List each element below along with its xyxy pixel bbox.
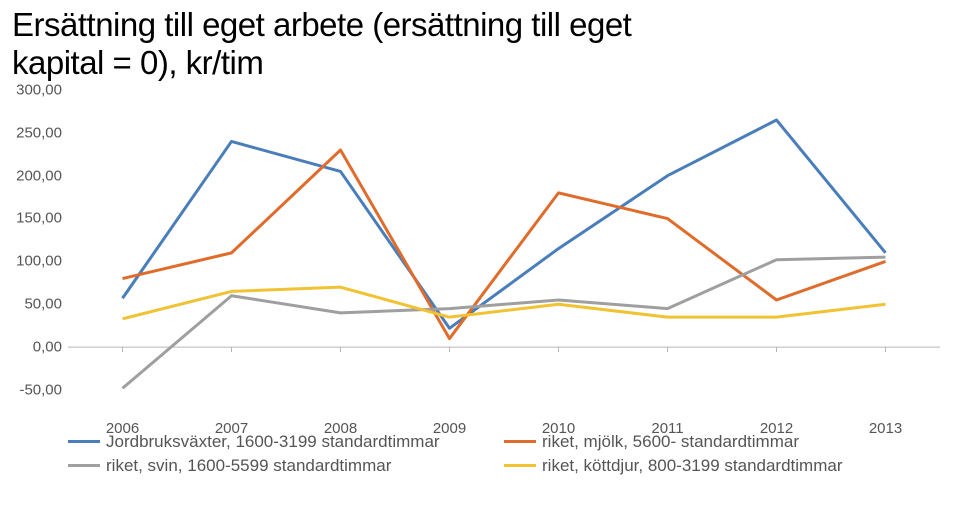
y-tick-label: 0,00 [33,339,62,356]
y-tick-label: 50,00 [24,296,62,313]
y-tick-label: 300,00 [16,81,62,98]
legend-label: Jordbruksväxter, 1600-3199 standardtimma… [106,432,440,452]
y-tick-label: 100,00 [16,253,62,270]
plot-area [68,90,940,390]
legend-swatch [504,464,536,467]
page-title: Ersättning till eget arbete (ersättning … [12,6,948,82]
y-tick-label: 250,00 [16,124,62,141]
legend-item: riket, mjölk, 5600- standardtimmar [504,432,940,452]
legend-item: Jordbruksväxter, 1600-3199 standardtimma… [68,432,504,452]
legend-swatch [68,440,100,443]
legend-swatch [504,440,536,443]
legend-label: riket, svin, 1600-5599 standardtimmar [106,456,391,476]
title-line-1: Ersättning till eget arbete (ersättning … [12,6,631,43]
y-tick-label: 200,00 [16,167,62,184]
series-line-2 [123,257,886,388]
legend-item: riket, svin, 1600-5599 standardtimmar [68,456,504,476]
line-chart: 300,00250,00200,00150,00100,0050,000,00-… [12,90,948,460]
title-line-2: kapital = 0), kr/tim [12,44,263,81]
chart-legend: Jordbruksväxter, 1600-3199 standardtimma… [68,432,940,476]
y-tick-label: 150,00 [16,210,62,227]
legend-label: riket, köttdjur, 800-3199 standardtimmar [542,456,842,476]
y-tick-label: -50,00 [19,381,62,398]
y-axis-labels: 300,00250,00200,00150,00100,0050,000,00-… [12,90,66,390]
legend-item: riket, köttdjur, 800-3199 standardtimmar [504,456,940,476]
chart-svg [68,90,940,390]
legend-swatch [68,464,100,467]
legend-label: riket, mjölk, 5600- standardtimmar [542,432,799,452]
